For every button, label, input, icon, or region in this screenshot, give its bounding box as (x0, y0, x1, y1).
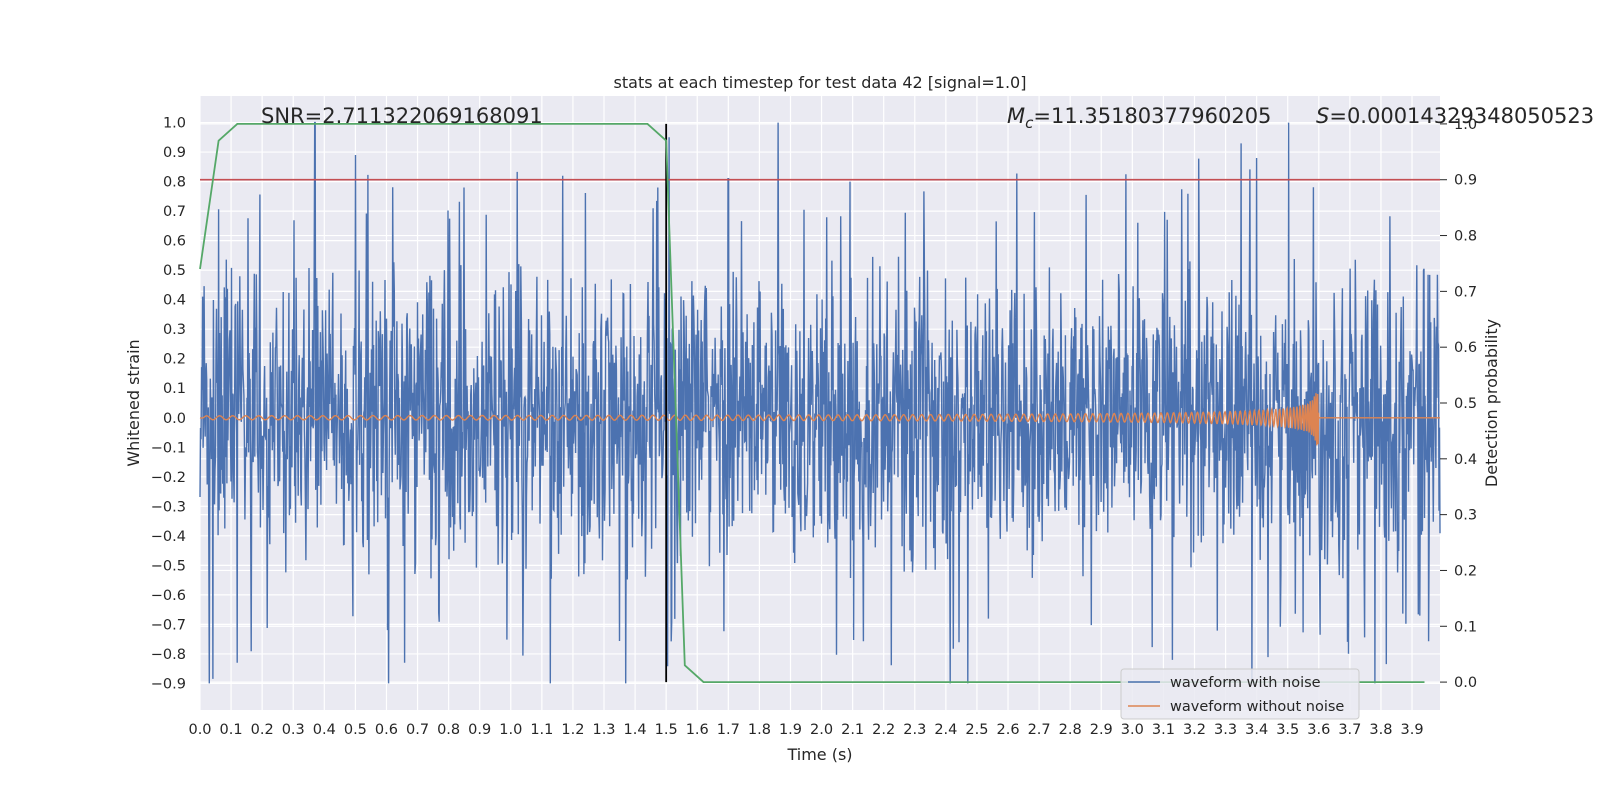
waveform-without-noise-line (199, 393, 1440, 446)
y-axis-label: Whitened strain (124, 339, 143, 466)
s-symbol: S (1316, 104, 1329, 128)
x-tick-label: 1.7 (717, 722, 740, 738)
x-tick-label: 3.4 (1245, 722, 1268, 738)
x-tick-label: 3.6 (1307, 722, 1330, 738)
y-tick-label: 0.3 (163, 322, 186, 338)
x-tick-label: 0.3 (282, 722, 305, 738)
x-tick-label: 1.9 (779, 722, 802, 738)
x-tick-label: 0.4 (313, 722, 336, 738)
chirp-mass-value: =11.35180377960205 (1033, 104, 1271, 128)
x-tick-label: 2.9 (1090, 722, 1113, 738)
y-tick-label: −0.3 (151, 499, 186, 515)
y-tick-label: 0.7 (163, 204, 186, 220)
x-tick-label: 2.5 (965, 722, 988, 738)
y2-axis-ticks: 0.0 0.1 0.2 0.3 0.4 0.5 0.6 0.7 0.8 0.9 1.0 (1440, 117, 1477, 691)
y2-tick-label: 0.8 (1454, 229, 1477, 245)
s-value: =0.00014329348050523 (1329, 104, 1594, 128)
y2-tick-label: 0.3 (1454, 508, 1477, 524)
s-annotation: S=0.00014329348050523 (1316, 104, 1594, 128)
legend-box (1120, 668, 1360, 720)
chirp-mass-subscript: c (1025, 114, 1034, 132)
chirp-mass-annotation: Mc=11.35180377960205 (1007, 104, 1271, 132)
y-tick-label: −0.4 (151, 529, 186, 545)
y-tick-label: 0.4 (163, 293, 186, 309)
x-tick-label: 1.4 (624, 722, 647, 738)
y-tick-label: 0.0 (163, 411, 186, 427)
x-tick-label: 0.7 (406, 722, 429, 738)
x-tick-label: 2.1 (841, 722, 864, 738)
y-tick-label: −0.7 (151, 617, 186, 633)
x-tick-label: 2.0 (810, 722, 833, 738)
x-tick-label: 3.3 (1214, 722, 1237, 738)
x-tick-label: 2.4 (934, 722, 957, 738)
x-tick-label: 1.1 (530, 722, 553, 738)
y-tick-label: −0.8 (151, 647, 186, 663)
x-tick-label: 3.5 (1276, 722, 1299, 738)
y2-tick-label: 0.6 (1454, 340, 1477, 356)
x-tick-label: 2.6 (996, 722, 1019, 738)
x-tick-label: 1.0 (499, 722, 522, 738)
x-tick-label: 1.2 (561, 722, 584, 738)
x-tick-label: 3.8 (1369, 722, 1392, 738)
legend-label-clean: waveform without noise (1170, 699, 1344, 715)
x-tick-label: 3.2 (1183, 722, 1206, 738)
y-tick-label: −0.1 (151, 440, 186, 456)
x-tick-label: 1.8 (748, 722, 771, 738)
x-tick-label: 2.3 (903, 722, 926, 738)
chirp-mass-symbol: M (1007, 104, 1025, 128)
x-tick-label: 0.1 (220, 722, 243, 738)
y-tick-label: 1.0 (163, 116, 186, 132)
y-axis-ticks: −0.9 −0.8 −0.7 −0.6 −0.5 −0.4 −0.3 −0.2 −0.1 0.0 0… (151, 116, 186, 693)
x-tick-label: 1.5 (655, 722, 678, 738)
x-tick-label: 0.5 (344, 722, 367, 738)
x-tick-label: 0.9 (468, 722, 491, 738)
legend: waveform with noise waveform without noi… (1120, 668, 1360, 720)
waveform-with-noise-path (199, 121, 1441, 684)
y2-tick-label: 0.1 (1454, 619, 1477, 635)
y-tick-label: 0.2 (163, 352, 186, 368)
x-tick-label: 1.6 (686, 722, 709, 738)
y-tick-label: 0.6 (163, 234, 186, 250)
y-tick-label: 0.5 (163, 263, 186, 279)
y-tick-label: 0.9 (163, 145, 186, 161)
y2-tick-label: 0.7 (1454, 284, 1477, 300)
y2-tick-label: 0.5 (1454, 396, 1477, 412)
x-tick-label: 0.2 (251, 722, 274, 738)
legend-label-noisy: waveform with noise (1170, 675, 1321, 691)
x-tick-label: 3.1 (1152, 722, 1175, 738)
y-tick-label: 0.8 (163, 175, 186, 191)
y2-tick-label: 0.2 (1454, 563, 1477, 579)
y2-tick-label: 0.9 (1454, 173, 1477, 189)
x-tick-label: 2.7 (1028, 722, 1051, 738)
y2-tick-label: 1.0 (1454, 117, 1477, 133)
x-tick-label: 0.0 (188, 722, 211, 738)
snr-annotation: SNR=2.711322069168091 (261, 104, 543, 128)
waveform-with-noise-line (199, 121, 1441, 684)
y2-axis-label: Detection probability (1482, 319, 1501, 487)
x-tick-label: 1.3 (592, 722, 615, 738)
y-tick-label: −0.6 (151, 588, 186, 604)
x-tick-label: 3.9 (1400, 722, 1423, 738)
x-tick-label: 2.8 (1059, 722, 1082, 738)
detection-probability-line (199, 123, 1425, 683)
y2-tick-label: 0.4 (1454, 452, 1477, 468)
y-tick-label: −0.2 (151, 470, 186, 486)
x-axis-label: Time (s) (786, 745, 852, 764)
x-tick-label: 0.6 (375, 722, 398, 738)
y2-tick-label: 0.0 (1454, 675, 1477, 691)
x-tick-label: 2.2 (872, 722, 895, 738)
waveform-without-noise-path (199, 393, 1440, 446)
x-tick-label: 3.0 (1121, 722, 1144, 738)
y-tick-label: −0.5 (151, 558, 186, 574)
y-tick-label: −0.9 (151, 676, 186, 692)
x-tick-label: 0.8 (437, 722, 460, 738)
chart-title: stats at each timestep for test data 42 … (614, 73, 1027, 92)
x-tick-label: 3.7 (1338, 722, 1361, 738)
y-tick-label: 0.1 (163, 381, 186, 397)
x-axis-ticks: 0.0 0.1 0.2 0.3 0.4 0.5 0.6 0.7 0.8 0.9 1.0 1.1 1.2 1… (188, 722, 1423, 738)
